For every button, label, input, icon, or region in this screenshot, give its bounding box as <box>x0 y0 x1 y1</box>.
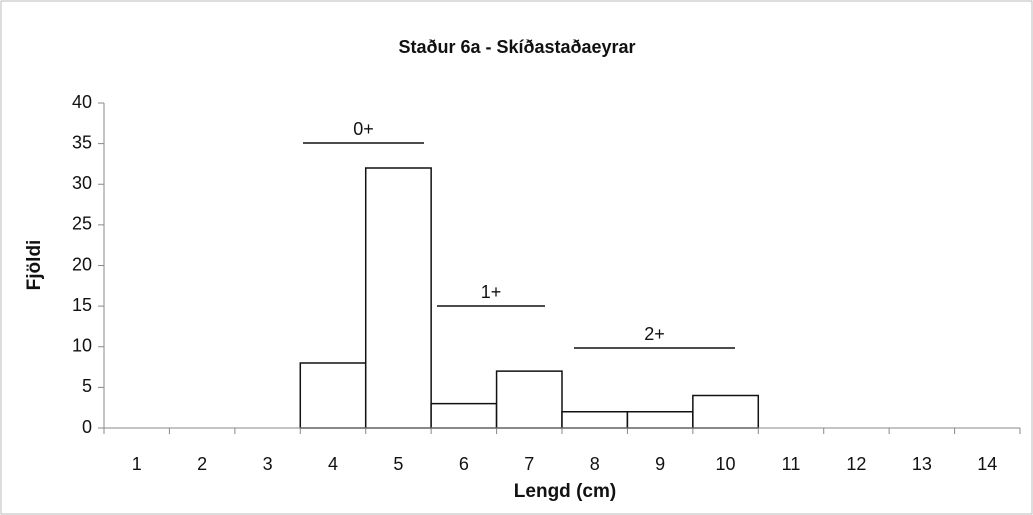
bar <box>430 402 498 429</box>
x-tick-label: 2 <box>197 454 207 474</box>
y-tick-label: 30 <box>72 173 92 193</box>
x-axis-label: Lengd (cm) <box>514 481 616 502</box>
bar <box>495 370 563 429</box>
x-tick-label: 14 <box>977 454 997 474</box>
y-tick-label: 5 <box>82 376 92 396</box>
x-tick-label: 12 <box>846 454 866 474</box>
y-tick-label: 10 <box>72 336 92 356</box>
bar <box>692 394 760 429</box>
x-tick-label: 7 <box>524 454 534 474</box>
bar <box>299 362 367 429</box>
x-tick-label: 10 <box>716 454 736 474</box>
x-tick-label: 4 <box>328 454 338 474</box>
y-tick-label: 0 <box>82 417 92 437</box>
bar <box>561 411 629 429</box>
y-tick-label: 35 <box>72 132 92 152</box>
bar <box>364 167 432 429</box>
x-tick-label: 1 <box>132 454 142 474</box>
x-tick-label: 5 <box>393 454 403 474</box>
annotation: 2+ <box>644 324 665 344</box>
x-tick-label: 11 <box>782 454 801 474</box>
x-tick-label: 8 <box>590 454 600 474</box>
x-tick-label: 9 <box>655 454 665 474</box>
x-tick-label: 3 <box>263 454 273 474</box>
y-tick-label: 20 <box>72 254 92 274</box>
annotation: 0+ <box>353 119 374 139</box>
y-tick-label: 15 <box>72 295 92 315</box>
y-tick-label: 40 <box>72 92 92 112</box>
x-tick-label: 13 <box>912 454 932 474</box>
bar <box>626 411 694 429</box>
y-axis-label: Fjöldi <box>24 240 45 291</box>
y-tick-label: 25 <box>72 214 92 234</box>
annotation: 1+ <box>481 282 502 302</box>
chart-title: Staður 6a - Skíðastaðaeyrar <box>398 37 635 57</box>
x-tick-label: 6 <box>459 454 469 474</box>
